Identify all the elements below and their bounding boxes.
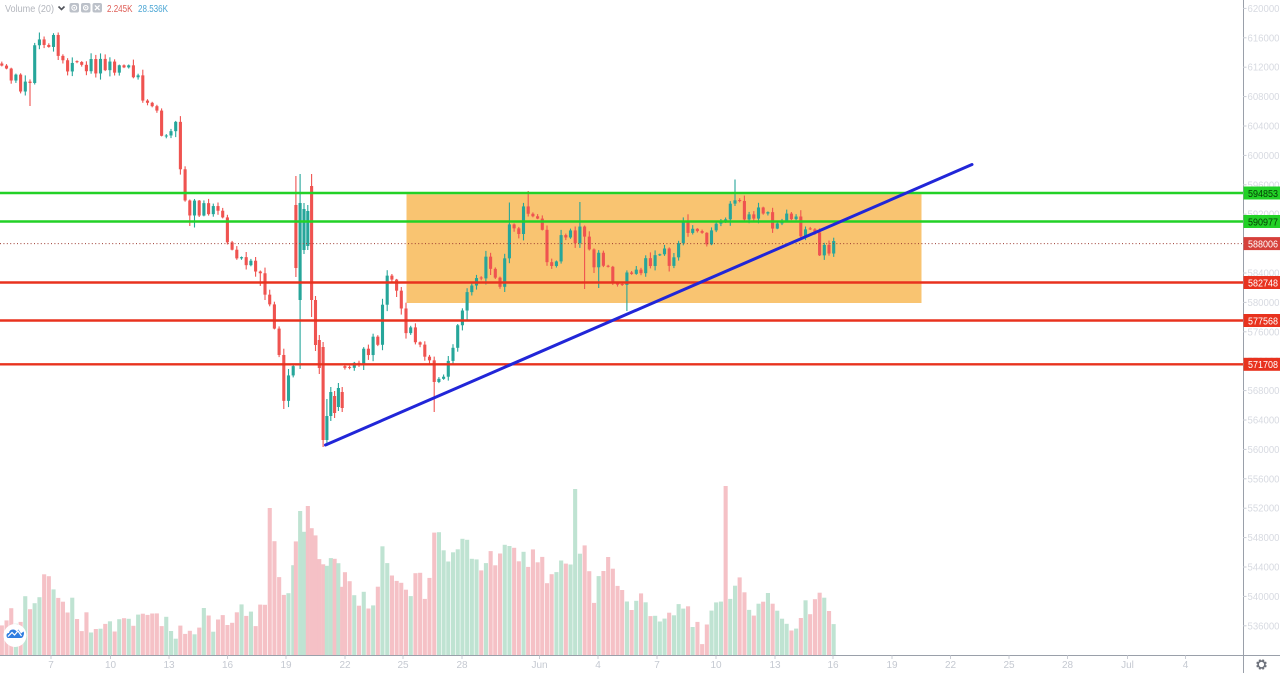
svg-text:556000: 556000 xyxy=(1248,474,1280,485)
svg-text:544000: 544000 xyxy=(1248,563,1280,574)
svg-text:13: 13 xyxy=(769,660,781,671)
svg-text:600000: 600000 xyxy=(1248,151,1280,162)
svg-text:28: 28 xyxy=(1062,660,1074,671)
svg-text:612000: 612000 xyxy=(1248,63,1280,74)
svg-text:560000: 560000 xyxy=(1248,445,1280,456)
svg-text:608000: 608000 xyxy=(1248,92,1280,103)
svg-text:552000: 552000 xyxy=(1248,504,1280,515)
svg-text:28.536K: 28.536K xyxy=(138,4,168,15)
svg-text:16: 16 xyxy=(827,660,839,671)
svg-text:Volume (20): Volume (20) xyxy=(5,4,54,15)
svg-text:577568: 577568 xyxy=(1248,316,1278,327)
svg-text:Jun: Jun xyxy=(531,660,547,671)
svg-text:604000: 604000 xyxy=(1248,122,1280,133)
svg-text:584000: 584000 xyxy=(1248,269,1280,280)
svg-text:16: 16 xyxy=(222,660,234,671)
svg-text:22: 22 xyxy=(945,660,957,671)
svg-text:4: 4 xyxy=(1183,660,1189,671)
svg-text:540000: 540000 xyxy=(1248,592,1280,603)
svg-text:564000: 564000 xyxy=(1248,416,1280,427)
svg-text:568000: 568000 xyxy=(1248,386,1280,397)
svg-text:576000: 576000 xyxy=(1248,327,1280,338)
svg-text:25: 25 xyxy=(1003,660,1015,671)
svg-text:7: 7 xyxy=(48,660,54,671)
svg-text:536000: 536000 xyxy=(1248,621,1280,632)
svg-text:13: 13 xyxy=(163,660,175,671)
svg-text:19: 19 xyxy=(886,660,898,671)
svg-text:25: 25 xyxy=(397,660,409,671)
svg-text:Jul: Jul xyxy=(1121,660,1134,671)
svg-text:620000: 620000 xyxy=(1248,4,1280,15)
svg-text:580000: 580000 xyxy=(1248,298,1280,309)
svg-text:548000: 548000 xyxy=(1248,533,1280,544)
svg-text:571708: 571708 xyxy=(1248,360,1278,371)
svg-text:10: 10 xyxy=(710,660,722,671)
svg-text:596000: 596000 xyxy=(1248,180,1280,191)
svg-text:19: 19 xyxy=(280,660,292,671)
svg-text:616000: 616000 xyxy=(1248,33,1280,44)
svg-text:10: 10 xyxy=(105,660,117,671)
svg-text:28: 28 xyxy=(456,660,468,671)
svg-text:2.245K: 2.245K xyxy=(107,4,133,15)
svg-text:588006: 588006 xyxy=(1248,239,1278,250)
svg-text:4: 4 xyxy=(595,660,601,671)
svg-text:582748: 582748 xyxy=(1248,278,1278,289)
svg-text:590977: 590977 xyxy=(1248,217,1278,228)
svg-text:22: 22 xyxy=(339,660,351,671)
svg-text:594853: 594853 xyxy=(1248,189,1278,200)
svg-text:7: 7 xyxy=(654,660,660,671)
